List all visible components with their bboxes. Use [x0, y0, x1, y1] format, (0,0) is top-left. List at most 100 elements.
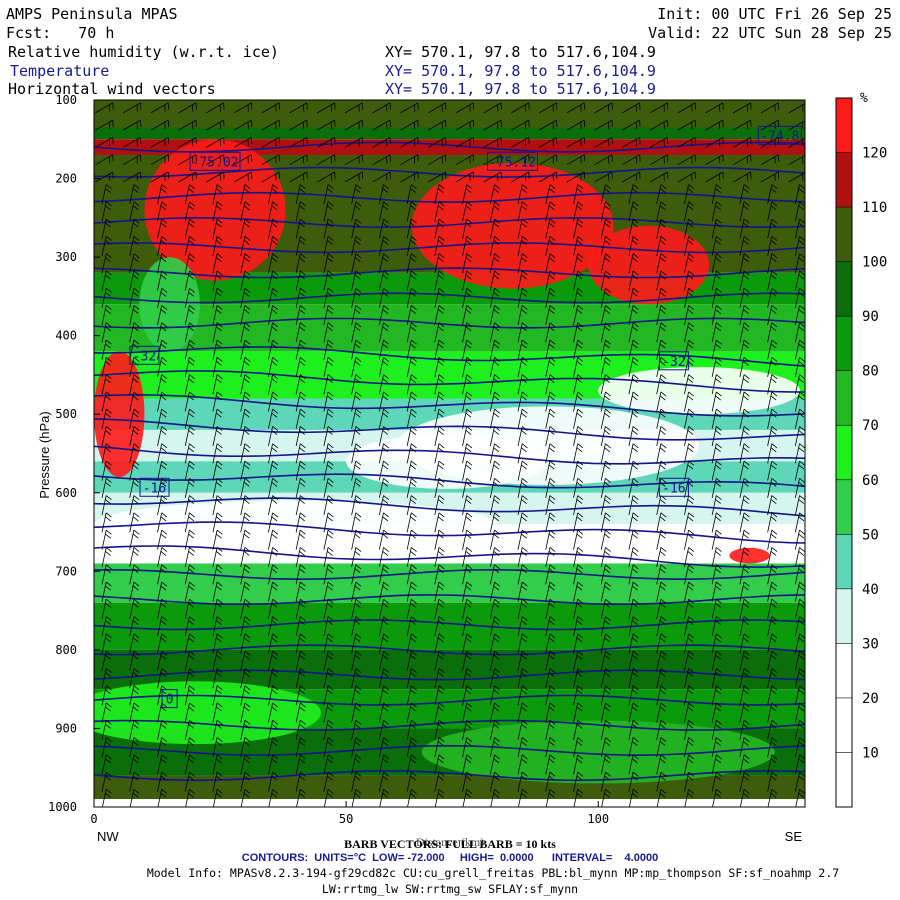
wind-barb [240, 771, 251, 792]
barb-flag [105, 274, 111, 280]
barb-flag [355, 512, 362, 518]
barb-shaft [406, 409, 412, 429]
barb-shaft [434, 599, 440, 619]
barb-flag [472, 137, 475, 145]
barb-shaft [434, 668, 440, 689]
barb-shaft [240, 253, 246, 274]
wind-barb [268, 547, 279, 568]
barb-shaft [489, 512, 495, 533]
wind-barb [317, 119, 336, 131]
barb-flag [548, 291, 555, 297]
barb-shaft [178, 171, 197, 183]
wind-barb [206, 102, 225, 114]
barb-flag [105, 633, 112, 639]
barb-shaft [511, 102, 529, 114]
barb-shaft [101, 339, 107, 360]
wind-barb [462, 547, 473, 568]
wind-barb [212, 339, 223, 360]
barb-flag [160, 188, 167, 193]
wind-barb [323, 685, 334, 706]
wind-barb [517, 650, 528, 671]
barb-shaft [462, 668, 468, 689]
barb-flag [334, 171, 336, 179]
barb-shaft [455, 154, 474, 166]
wind-barb [184, 564, 195, 585]
barb-flag [243, 654, 250, 660]
wind-barb [240, 460, 251, 481]
barb-flag [465, 602, 472, 608]
barb-flag [105, 564, 112, 570]
barb-shaft [538, 102, 557, 114]
wind-barb [101, 512, 112, 533]
barb-flag [243, 637, 250, 643]
barb-shaft [150, 171, 169, 183]
barb-flag [327, 616, 334, 622]
barb-flag [188, 741, 195, 746]
barb-flag [160, 568, 167, 574]
wind-barb [462, 737, 473, 758]
barb-flag [216, 598, 223, 604]
wind-barb [212, 357, 223, 377]
barb-flag [521, 326, 527, 332]
barb-flag [326, 412, 333, 418]
barb-flag [271, 239, 278, 245]
wind-barb [462, 719, 473, 740]
barb-shaft [545, 270, 551, 291]
barb-shaft [517, 720, 523, 740]
wind-barb [295, 339, 306, 360]
barb-shaft [157, 512, 163, 533]
barb-flag [188, 758, 195, 764]
barb-flag [521, 412, 527, 418]
barb-flag [327, 322, 334, 328]
barb-shaft [517, 426, 523, 447]
barb-flag [133, 598, 140, 604]
barb-flag [299, 758, 305, 764]
barb-shaft [406, 720, 412, 740]
barb-flag [160, 257, 167, 263]
barb-flag [112, 120, 114, 127]
wind-barb [517, 512, 528, 533]
barb-flag [437, 654, 444, 660]
barb-flag [272, 789, 279, 794]
barb-flag [493, 620, 500, 625]
barb-flag [105, 326, 111, 332]
barb-flag [164, 139, 166, 147]
barb-flag [216, 443, 223, 449]
barb-flag [354, 672, 361, 677]
barb-flag [355, 391, 362, 397]
barb-shaft [517, 581, 523, 602]
barb-shaft [406, 737, 412, 758]
barb-flag [215, 533, 222, 539]
barb-flag [410, 378, 416, 384]
barb-flag [244, 616, 251, 622]
wind-barb [538, 119, 558, 131]
barb-flag [216, 253, 223, 259]
barb-flag [223, 154, 225, 162]
barb-flag [437, 360, 444, 366]
barb-flag [521, 668, 528, 673]
wind-barb [129, 719, 140, 740]
barb-flag [161, 754, 168, 760]
barb-shaft [462, 305, 468, 326]
wind-barb [323, 443, 334, 464]
barb-shaft [212, 789, 218, 807]
barb-shaft [462, 426, 468, 447]
barb-flag [493, 551, 500, 556]
barb-shaft [240, 184, 246, 205]
barb-flag [105, 309, 111, 314]
x-tick-label: 100 [587, 812, 609, 826]
wind-barb [295, 184, 306, 205]
barb-shaft [295, 460, 301, 481]
barb-shaft [517, 305, 523, 326]
barb-shaft [434, 702, 440, 723]
barb-flag [326, 326, 333, 332]
barb-flag [327, 184, 334, 190]
barb-shaft [462, 322, 468, 343]
barb-shaft [212, 512, 218, 533]
wind-barb [295, 650, 306, 671]
barb-flag [493, 326, 500, 332]
barb-flag [528, 120, 530, 127]
barb-flag [243, 412, 250, 418]
barb-shaft [323, 184, 329, 205]
wind-barb [150, 171, 170, 183]
